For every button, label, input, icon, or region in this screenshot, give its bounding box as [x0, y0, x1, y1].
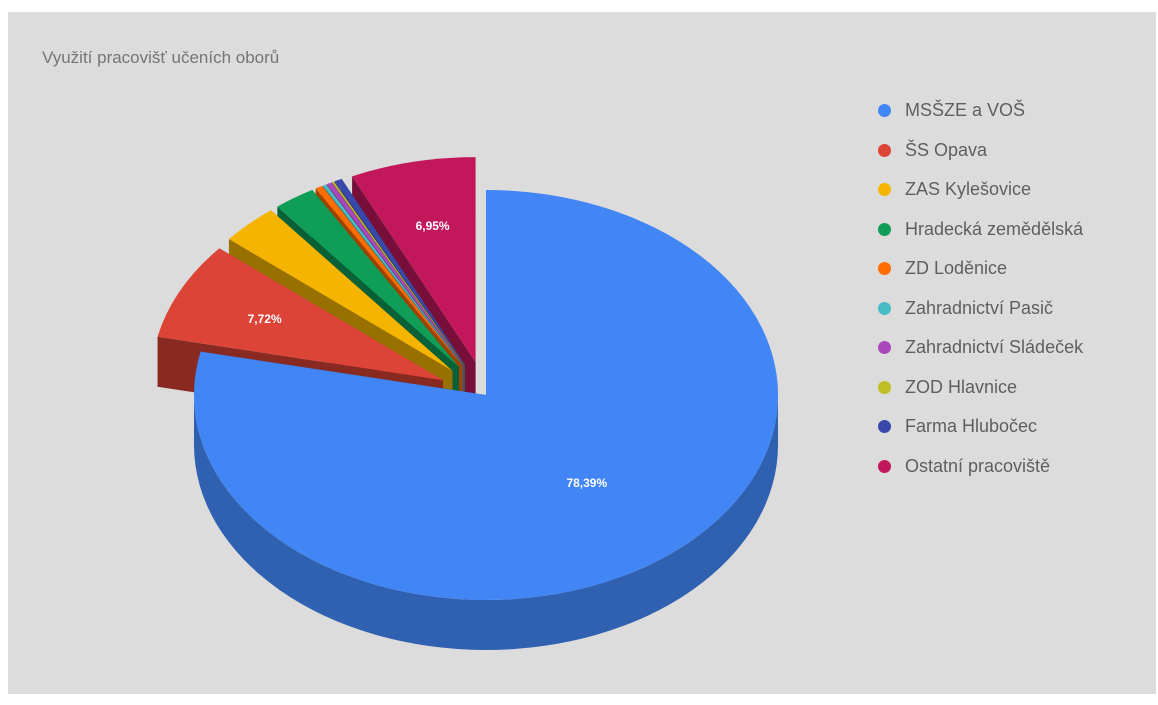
- chart-title: Využití pracovišť učeních oborů: [42, 48, 280, 67]
- legend-label: Zahradnictví Sládeček: [905, 337, 1084, 358]
- legend-item-zahradnictvi-pasic: Zahradnictví Pasič: [878, 289, 1153, 329]
- legend-item-zd-lodenice: ZD Loděnice: [878, 249, 1153, 289]
- legend-label: Farma Hlubočec: [905, 416, 1038, 437]
- legend-swatch: [878, 222, 891, 236]
- pie-chart: 78,39% 7,72% 6,95%: [157, 157, 778, 650]
- legend-item-hradecka-zemedelska: Hradecká zemědělská: [878, 210, 1153, 250]
- legend-label: ŠS Opava: [905, 139, 988, 160]
- slice-zahradnictvi-pasic: [322, 184, 464, 366]
- slice-zd-lodenice: [315, 185, 463, 366]
- legend-swatch: [878, 183, 891, 197]
- legend: MSŠZE a VOŠ ŠS Opava ZAS Kylešovice Hradeck…: [878, 91, 1153, 486]
- slice-label-ostatni-pracoviste: 6,95%: [416, 219, 450, 233]
- legend-label: ZOD Hlavnice: [905, 376, 1018, 397]
- legend-swatch: [878, 262, 891, 276]
- slice-label-ss-opava: 7,72%: [248, 312, 282, 326]
- legend-swatch: [878, 380, 891, 394]
- slice-mssze-a-vos: [193, 190, 778, 600]
- legend-swatch: [878, 341, 891, 355]
- legend-label: ZAS Kylešovice: [905, 179, 1032, 200]
- slice-ostatni-pracoviste: [352, 157, 476, 363]
- slice-farma-hlubocec: [334, 178, 466, 365]
- legend-item-farma-hlubocec: Farma Hlubočec: [878, 407, 1153, 447]
- legend-label: ZD Loděnice: [905, 258, 1008, 279]
- legend-swatch: [878, 104, 891, 118]
- slice-hradecka-zemedelska: [277, 189, 459, 368]
- chart-panel: 78,39% 7,72% 6,95% Využití pracovišť učení…: [8, 12, 1156, 694]
- legend-swatch: [878, 459, 891, 473]
- slice-zahradnictvi-sladecek: [326, 182, 464, 366]
- legend-item-mssze-a-vos: MSŠZE a VOŠ: [878, 91, 1153, 131]
- legend-swatch: [878, 420, 891, 434]
- slice-zas-kylesovice: [228, 210, 453, 371]
- legend-item-zod-hlavnice: ZOD Hlavnice: [878, 368, 1153, 408]
- slice-label-mssze-a-vos: 78,39%: [566, 476, 607, 490]
- legend-swatch: [878, 143, 891, 157]
- legend-label: MSŠZE a VOŠ: [905, 100, 1026, 121]
- slice-zod-hlavnice: [332, 181, 465, 365]
- legend-item-ostatni-pracoviste: Ostatní pracoviště: [878, 447, 1153, 487]
- legend-item-ss-opava: ŠS Opava: [878, 131, 1153, 171]
- slice-side-mssze-a-vos: [194, 395, 778, 650]
- legend-label: Hradecká zemědělská: [905, 218, 1084, 239]
- slice-ss-opava: [157, 248, 443, 381]
- legend-label: Ostatní pracoviště: [905, 455, 1051, 476]
- legend-label: Zahradnictví Pasič: [905, 297, 1054, 318]
- legend-item-zas-kylesovice: ZAS Kylešovice: [878, 170, 1153, 210]
- legend-item-zahradnictvi-sladecek: Zahradnictví Sládeček: [878, 328, 1153, 368]
- legend-swatch: [878, 301, 891, 315]
